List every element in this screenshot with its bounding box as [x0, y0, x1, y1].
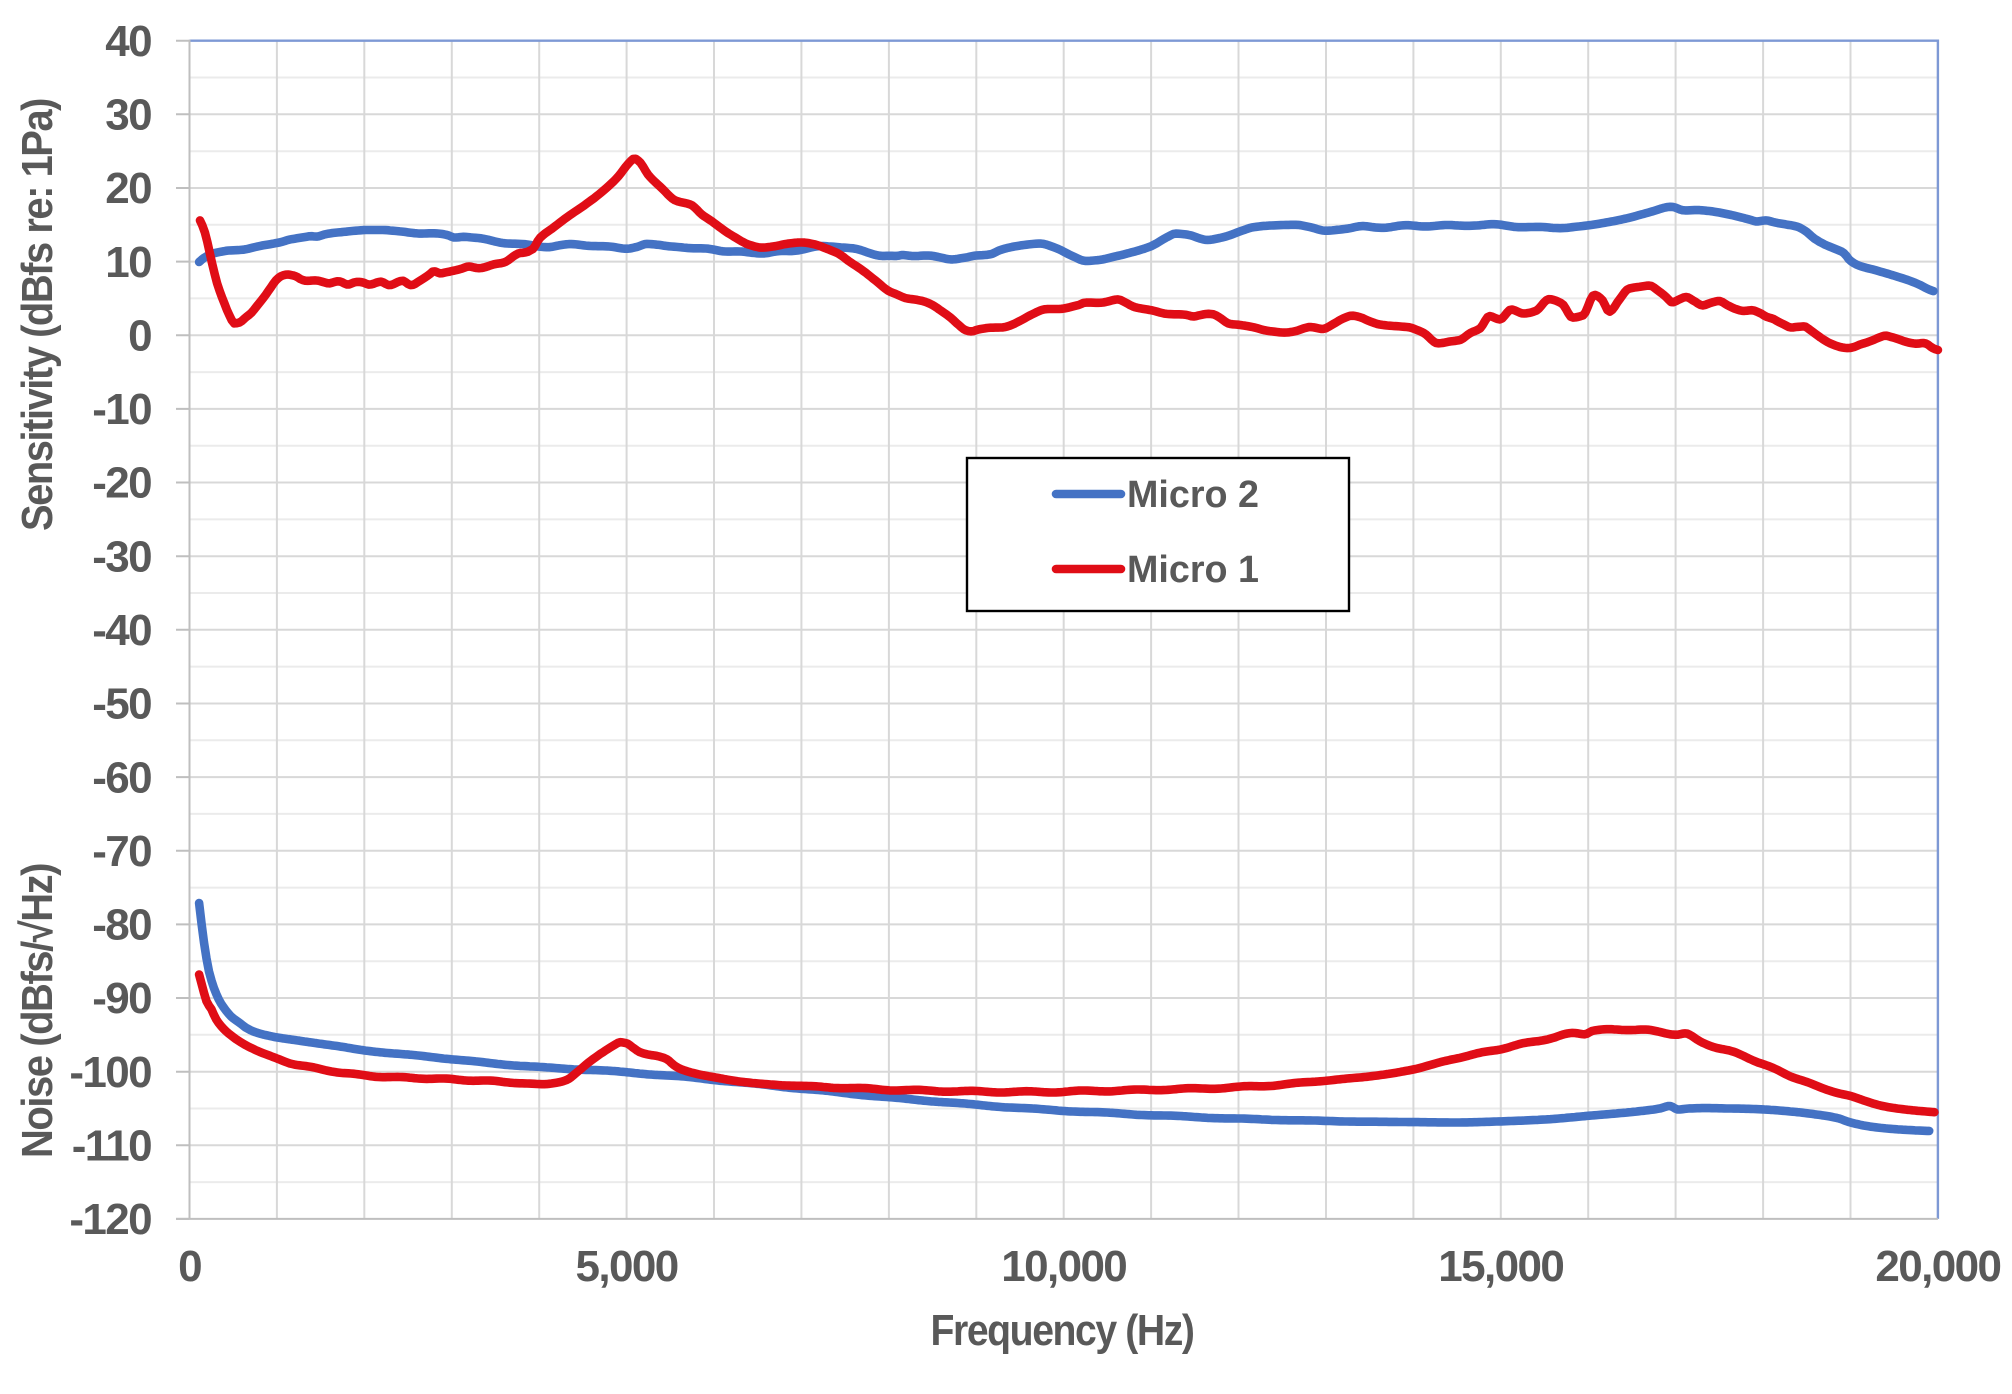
- svg-text:-60: -60: [92, 753, 151, 802]
- svg-text:-40: -40: [92, 606, 151, 655]
- svg-text:40: 40: [105, 17, 151, 66]
- svg-text:-100: -100: [69, 1048, 151, 1097]
- svg-text:30: 30: [105, 91, 151, 140]
- svg-text:20,000: 20,000: [1875, 1242, 2000, 1291]
- svg-text:-120: -120: [69, 1195, 151, 1244]
- svg-text:-90: -90: [92, 974, 151, 1023]
- svg-text:-80: -80: [92, 901, 151, 950]
- svg-text:-20: -20: [92, 459, 151, 508]
- svg-text:Micro 2: Micro 2: [1127, 474, 1259, 516]
- svg-text:0: 0: [178, 1242, 201, 1291]
- svg-text:10,000: 10,000: [1001, 1242, 1126, 1291]
- svg-text:10: 10: [105, 238, 151, 287]
- svg-text:Noise (dBfs/√Hz): Noise (dBfs/√Hz): [13, 864, 62, 1158]
- svg-text:-110: -110: [72, 1122, 151, 1171]
- svg-text:-10: -10: [92, 385, 151, 434]
- svg-text:-30: -30: [92, 532, 151, 581]
- svg-text:Micro 1: Micro 1: [1127, 549, 1259, 591]
- svg-text:Frequency (Hz): Frequency (Hz): [931, 1306, 1194, 1355]
- svg-text:-70: -70: [92, 827, 151, 876]
- svg-text:5,000: 5,000: [576, 1242, 678, 1291]
- svg-text:-50: -50: [92, 680, 151, 729]
- svg-text:20: 20: [105, 164, 151, 213]
- svg-text:Sensitivity (dBfs re: 1Pa): Sensitivity (dBfs re: 1Pa): [13, 99, 62, 531]
- svg-text:0: 0: [128, 312, 151, 361]
- svg-text:15,000: 15,000: [1438, 1242, 1563, 1291]
